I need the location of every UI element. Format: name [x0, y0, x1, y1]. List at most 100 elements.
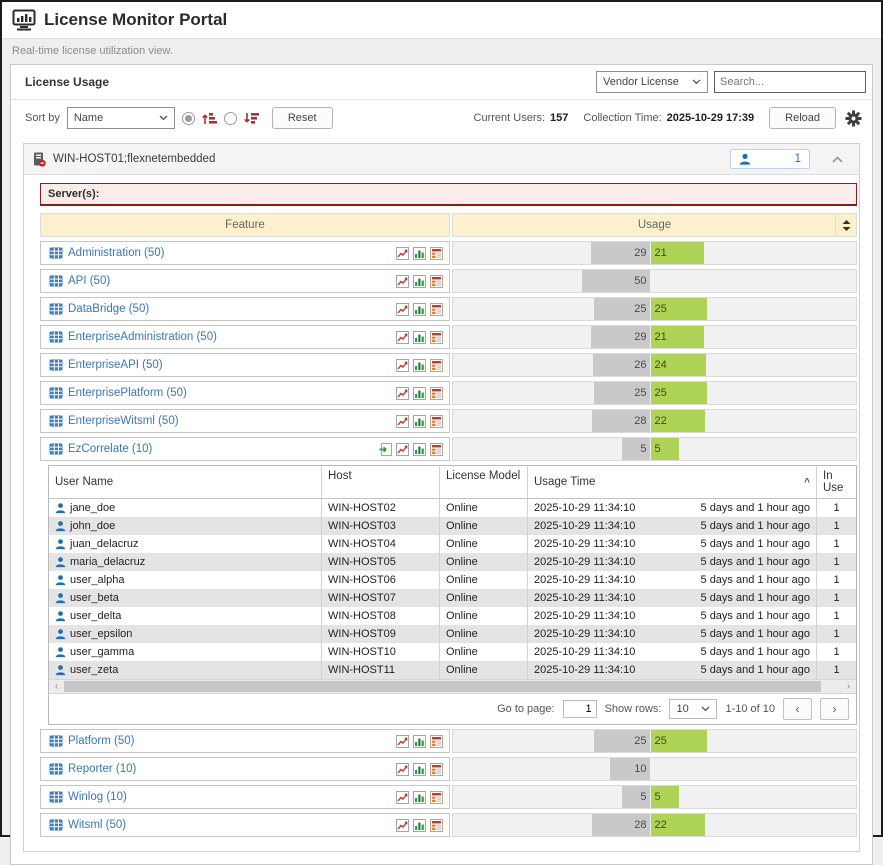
next-page-button[interactable]: ›: [820, 698, 849, 720]
line-chart-icon[interactable]: [396, 443, 409, 456]
usage-cell: 28 22: [452, 813, 857, 837]
user-row[interactable]: user_zeta WIN-HOST11 Online 2025-10-29 1…: [49, 661, 856, 679]
collection-time-label: Collection Time:: [583, 112, 661, 124]
line-chart-icon[interactable]: [396, 247, 409, 260]
user-host: WIN-HOST09: [321, 625, 439, 643]
scroll-left-icon[interactable]: ‹: [49, 681, 64, 693]
usage-bar-gray: 25: [594, 298, 650, 320]
user-icon: [55, 646, 66, 658]
horizontal-scrollbar[interactable]: ‹ ›: [49, 679, 856, 693]
report-icon[interactable]: [430, 791, 443, 804]
reset-button[interactable]: Reset: [272, 107, 333, 129]
column-header-host[interactable]: Host: [321, 466, 439, 498]
line-chart-icon[interactable]: [396, 415, 409, 428]
bar-chart-icon[interactable]: [413, 819, 426, 832]
feature-link[interactable]: API (50): [68, 275, 391, 287]
report-icon[interactable]: [430, 415, 443, 428]
sort-ascending-radio[interactable]: [182, 112, 195, 125]
usage-cell: 25 25: [452, 729, 857, 753]
bar-chart-icon[interactable]: [413, 415, 426, 428]
user-row[interactable]: maria_delacruz WIN-HOST05 Online 2025-10…: [49, 553, 856, 571]
user-row[interactable]: juan_delacruz WIN-HOST04 Online 2025-10-…: [49, 535, 856, 553]
in-use-count: 1: [816, 571, 856, 589]
line-chart-icon[interactable]: [396, 275, 409, 288]
bar-chart-icon[interactable]: [413, 275, 426, 288]
bar-chart-icon[interactable]: [413, 443, 426, 456]
line-chart-icon[interactable]: [396, 303, 409, 316]
report-icon[interactable]: [430, 275, 443, 288]
line-chart-icon[interactable]: [396, 387, 409, 400]
usage-column-header[interactable]: Usage: [452, 213, 857, 237]
user-license-model: Online: [439, 571, 527, 589]
bar-chart-icon[interactable]: [413, 247, 426, 260]
rows-per-page-select[interactable]: 10: [669, 699, 717, 719]
usage-bar-gray: 10: [610, 758, 650, 780]
usage-bar-gray: 28: [592, 410, 650, 432]
bar-chart-icon[interactable]: [413, 791, 426, 804]
bar-chart-icon[interactable]: [413, 359, 426, 372]
feature-link[interactable]: Witsml (50): [68, 819, 391, 831]
usage-cell: 26 24: [452, 353, 857, 377]
search-input[interactable]: [714, 71, 866, 93]
feature-link[interactable]: Platform (50): [68, 735, 391, 747]
user-row[interactable]: john_doe WIN-HOST03 Online 2025-10-29 11…: [49, 517, 856, 535]
user-row[interactable]: user_delta WIN-HOST08 Online 2025-10-29 …: [49, 607, 856, 625]
vendor-license-select[interactable]: Vendor License: [596, 71, 708, 93]
user-row[interactable]: jane_doe WIN-HOST02 Online 2025-10-29 11…: [49, 499, 856, 517]
report-icon[interactable]: [430, 359, 443, 372]
sort-field-select[interactable]: Name: [67, 107, 175, 129]
user-row[interactable]: user_beta WIN-HOST07 Online 2025-10-29 1…: [49, 589, 856, 607]
column-header-usage-time[interactable]: Usage Time ^: [527, 466, 816, 498]
page-number-input[interactable]: [563, 700, 597, 718]
user-license-model: Online: [439, 589, 527, 607]
sort-descending-radio[interactable]: [224, 112, 237, 125]
report-icon[interactable]: [430, 735, 443, 748]
feature-link[interactable]: Winlog (10): [68, 791, 391, 803]
feature-link[interactable]: EnterpriseAPI (50): [68, 359, 391, 371]
user-row[interactable]: user_gamma WIN-HOST10 Online 2025-10-29 …: [49, 643, 856, 661]
bar-chart-icon[interactable]: [413, 763, 426, 776]
usage-bar-gray: 25: [594, 730, 650, 752]
feature-link[interactable]: DataBridge (50): [68, 303, 391, 315]
scroll-right-icon[interactable]: ›: [841, 681, 856, 693]
line-chart-icon[interactable]: [396, 331, 409, 344]
collapse-chevron-up-icon[interactable]: [831, 155, 844, 164]
scrollbar-thumb[interactable]: [64, 681, 821, 692]
feature-link[interactable]: EnterpriseWitsml (50): [68, 415, 391, 427]
user-row[interactable]: user_epsilon WIN-HOST09 Online 2025-10-2…: [49, 625, 856, 643]
feature-link[interactable]: EnterprisePlatform (50): [68, 387, 391, 399]
bar-chart-icon[interactable]: [413, 387, 426, 400]
user-row[interactable]: user_alpha WIN-HOST06 Online 2025-10-29 …: [49, 571, 856, 589]
report-icon[interactable]: [430, 303, 443, 316]
report-icon[interactable]: [430, 819, 443, 832]
bar-chart-icon[interactable]: [413, 303, 426, 316]
export-icon[interactable]: [379, 443, 392, 456]
report-icon[interactable]: [430, 247, 443, 260]
feature-link[interactable]: Administration (50): [68, 247, 391, 259]
current-users-label: Current Users:: [474, 112, 546, 124]
line-chart-icon[interactable]: [396, 791, 409, 804]
sort-updown-icon[interactable]: [835, 214, 856, 236]
line-chart-icon[interactable]: [396, 359, 409, 372]
column-header-license-model[interactable]: License Model: [439, 466, 527, 498]
line-chart-icon[interactable]: [396, 735, 409, 748]
column-header-user-name[interactable]: User Name: [49, 466, 321, 498]
previous-page-button[interactable]: ‹: [783, 698, 812, 720]
report-icon[interactable]: [430, 763, 443, 776]
gear-icon[interactable]: [845, 110, 862, 127]
report-icon[interactable]: [430, 331, 443, 344]
feature-link[interactable]: Reporter (10): [68, 763, 391, 775]
feature-link[interactable]: EnterpriseAdministration (50): [68, 331, 391, 343]
bar-chart-icon[interactable]: [413, 735, 426, 748]
feature-grid-icon: [49, 387, 63, 399]
line-chart-icon[interactable]: [396, 763, 409, 776]
app-logo-icon: [12, 9, 36, 31]
line-chart-icon[interactable]: [396, 819, 409, 832]
report-icon[interactable]: [430, 387, 443, 400]
report-icon[interactable]: [430, 443, 443, 456]
host-group-header[interactable]: WIN-HOST01;flexnetembedded 1: [24, 144, 859, 175]
column-header-in-use[interactable]: In Use: [816, 466, 856, 498]
reload-button[interactable]: Reload: [769, 107, 836, 129]
bar-chart-icon[interactable]: [413, 331, 426, 344]
feature-link[interactable]: EzCorrelate (10): [68, 443, 374, 455]
